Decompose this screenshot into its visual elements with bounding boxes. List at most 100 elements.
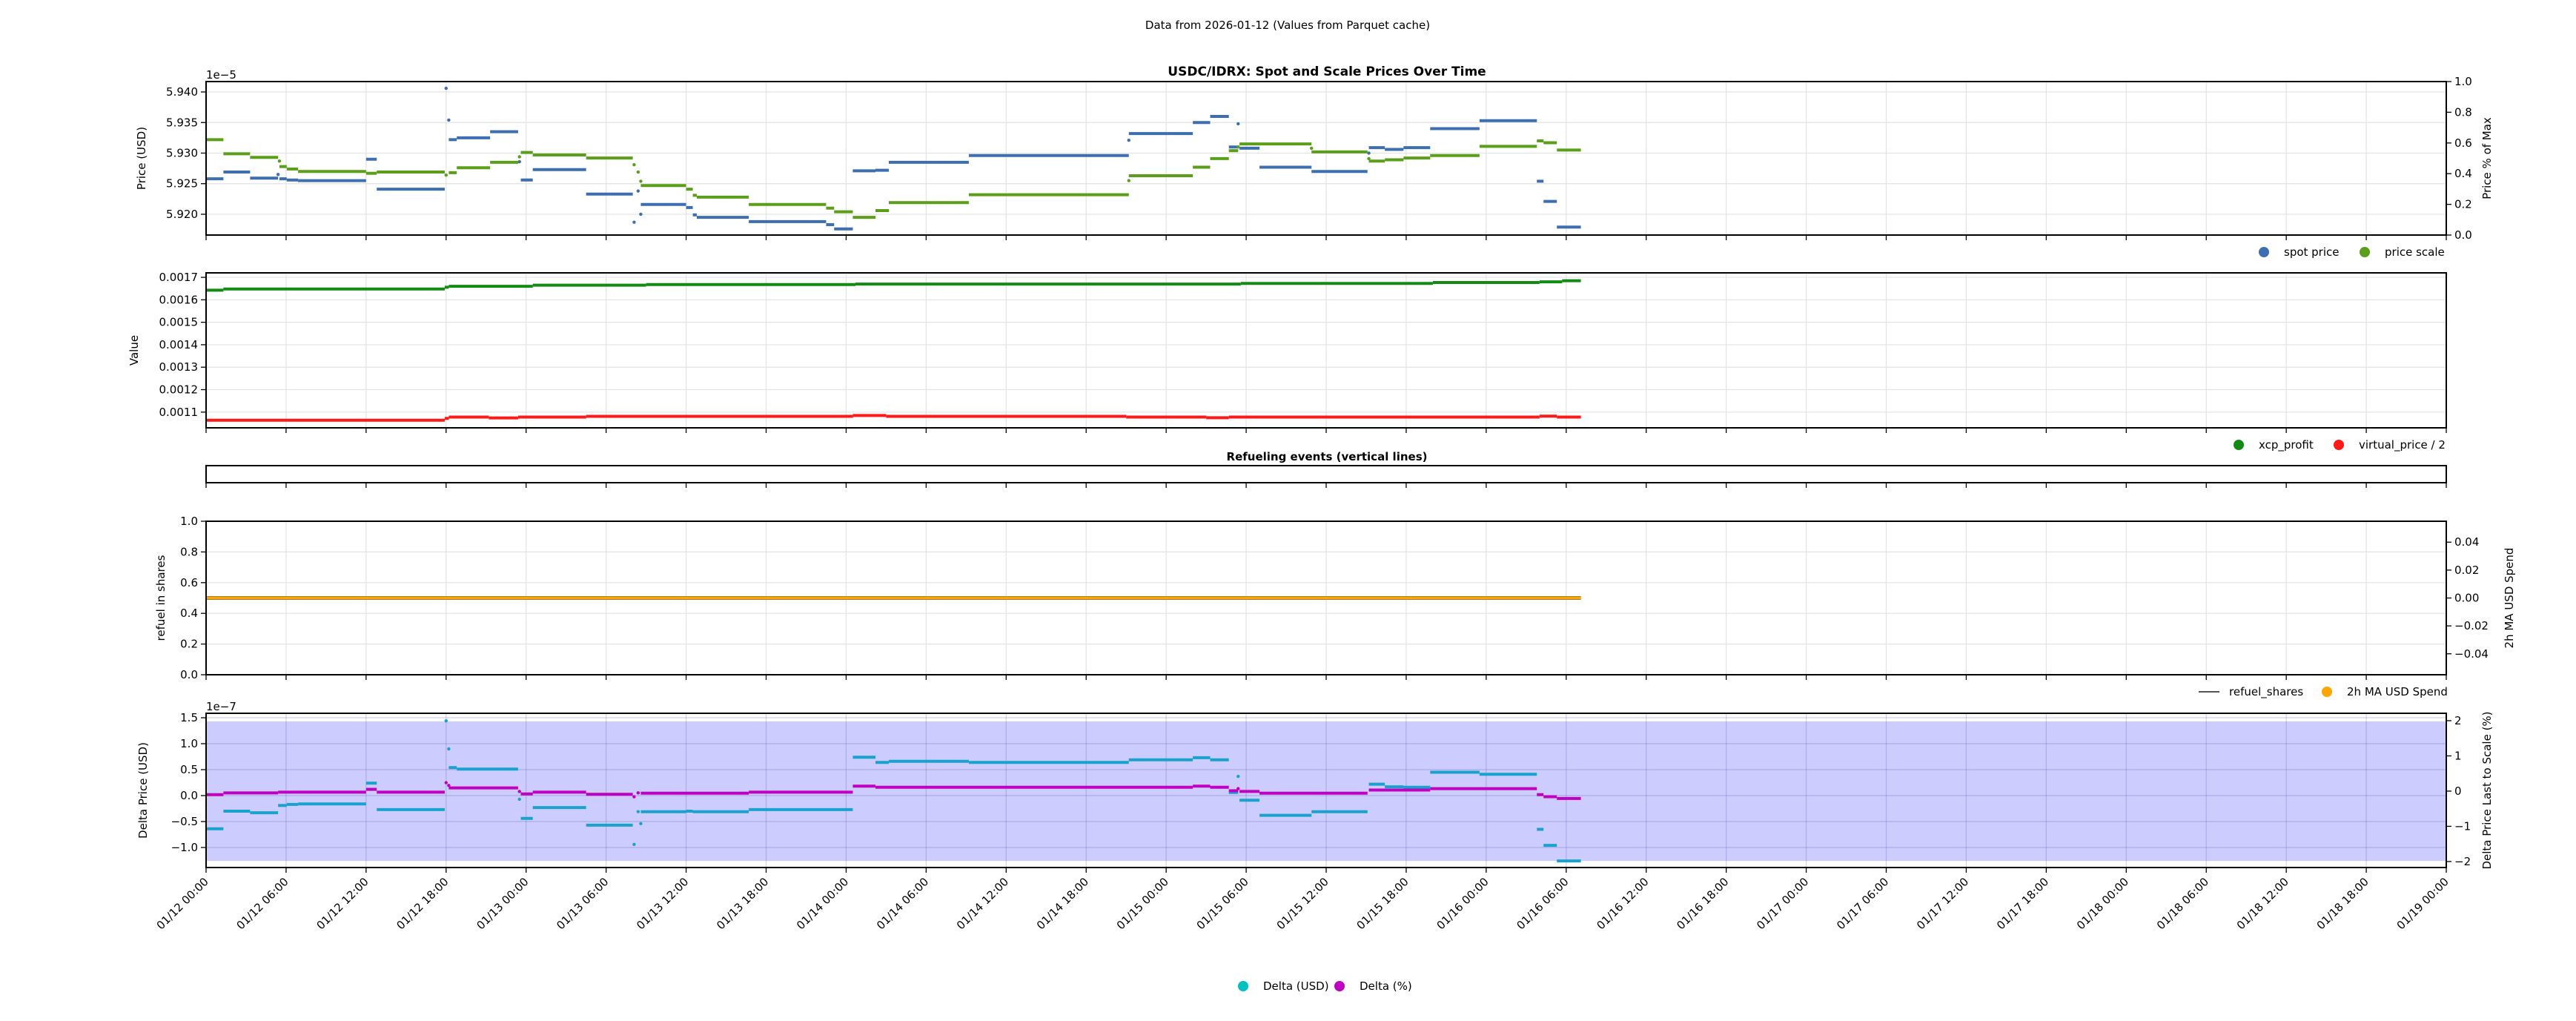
legend-marker-icon	[1334, 981, 1345, 991]
right-y-tick-label: 0.2	[2454, 198, 2472, 211]
y-tick-label: −0.5	[171, 815, 198, 828]
legend-marker-icon	[2259, 247, 2269, 257]
x-tick-label: 01/12 00:00	[154, 875, 211, 932]
x-tick-label: 01/17 00:00	[1754, 875, 1811, 932]
data-point	[444, 719, 448, 723]
axes-frame	[205, 81, 2447, 236]
y-axis-label: refuel in shares	[154, 555, 168, 641]
axis-offset-label: 1e−5	[206, 68, 236, 82]
data-point	[632, 220, 636, 224]
data-point	[1310, 146, 1314, 151]
data-point	[444, 781, 448, 784]
y-axis-label: Price (USD)	[135, 127, 148, 190]
axes-frame	[205, 272, 2447, 429]
legend-label: price scale	[2385, 245, 2445, 259]
y-tick-label: 0.0014	[159, 338, 199, 351]
legend-label: 2h MA USD Spend	[2347, 685, 2448, 698]
plot-area: 5.920 5.925 5.930 5.935 5.940 0.0 0.2 0.4 0.6 0.8…	[128, 68, 2516, 993]
y-tick-label: 1.5	[180, 711, 198, 724]
data-point	[444, 173, 448, 177]
right-y-tick-label: 0.04	[2454, 535, 2479, 549]
data-point	[1236, 774, 1240, 779]
series-spot-price	[206, 86, 1581, 231]
data-point	[276, 173, 280, 176]
y-tick-label: 0.0015	[159, 316, 199, 329]
legend-item: spot price	[2259, 245, 2340, 259]
data-point	[1367, 151, 1371, 155]
series-delta-	[206, 781, 1581, 800]
x-tick-label: 01/13 18:00	[714, 875, 771, 932]
x-tick-label: 01/12 18:00	[394, 875, 451, 932]
x-tick-label: 01/19 00:00	[2394, 875, 2451, 932]
legend-label: spot price	[2284, 245, 2340, 259]
x-tick-label: 01/18 18:00	[2314, 875, 2371, 932]
legend-marker-icon	[1238, 981, 1248, 991]
axes-frame	[205, 713, 2447, 868]
data-point	[632, 795, 636, 799]
right-y-tick-label: −2	[2454, 855, 2471, 868]
x-tick-label: 01/13 06:00	[554, 875, 611, 932]
legend-marker-icon	[2360, 247, 2370, 257]
y-tick-label: 5.940	[166, 85, 198, 99]
x-tick-label: 01/12 12:00	[314, 875, 371, 932]
data-point	[517, 790, 521, 793]
x-tick-label: 01/15 00:00	[1114, 875, 1171, 932]
right-y-tick-label: −0.02	[2454, 619, 2489, 632]
data-point	[1236, 122, 1240, 126]
axes-frame	[205, 465, 2447, 483]
legend-item: xcp_profit	[2234, 438, 2314, 452]
x-tick-label: 01/16 00:00	[1434, 875, 1491, 932]
data-point	[277, 159, 282, 163]
legend-item: virtual_price / 2	[2334, 438, 2446, 452]
panel-5: −1.0 −0.5 0.0 0.5 1.0 1.5 −2 −1 0 1 2 Delta Price L…	[136, 700, 2494, 993]
y-tick-label: 5.930	[166, 146, 198, 159]
y-tick-label: 1.0	[180, 737, 198, 750]
chart-title: USDC/IDRX: Spot and Scale Prices Over Ti…	[1168, 65, 1486, 79]
legend-label: xcp_profit	[2259, 438, 2314, 452]
x-tick-label: 01/16 18:00	[1674, 875, 1731, 932]
data-point	[1127, 179, 1130, 182]
legend-marker-icon	[2334, 440, 2344, 450]
data-point	[636, 810, 640, 813]
legend-item: refuel_shares	[2199, 685, 2303, 699]
right-y-tick-label: −1	[2454, 819, 2471, 833]
x-tick-label: 01/18 12:00	[2234, 875, 2291, 932]
legend-label: Delta (%)	[1360, 979, 1412, 993]
y-axis-label: Value	[128, 335, 141, 366]
y-tick-label: 0.0017	[159, 271, 199, 284]
series-delta-usd-	[206, 719, 1581, 863]
y-tick-label: 0.0012	[159, 383, 199, 397]
data-point	[1236, 145, 1240, 149]
right-y-tick-label: 0.0	[2454, 228, 2472, 242]
data-point	[1236, 787, 1240, 790]
y-tick-label: 0.8	[180, 545, 198, 558]
x-tick-label: 01/14 00:00	[794, 875, 851, 932]
y-tick-label: 5.920	[166, 208, 198, 221]
x-tick-label: 01/17 18:00	[1994, 875, 2051, 932]
series-price-scale	[206, 138, 1581, 219]
panel-3	[205, 465, 2447, 488]
data-point	[1367, 156, 1371, 161]
x-tick-label: 01/14 06:00	[874, 875, 931, 932]
x-tick-label: 01/16 06:00	[1514, 875, 1571, 932]
panel-2: 0.0011 0.0012 0.0013 0.0014 0.0015 0.0016 0.00…	[128, 271, 2447, 452]
x-tick-label: 01/18 06:00	[2154, 875, 2211, 932]
legend-item: price scale	[2360, 245, 2445, 259]
panel-1: 5.920 5.925 5.930 5.935 5.940 0.0 0.2 0.4 0.6 0.8…	[135, 68, 2494, 259]
x-tick-label: 01/13 00:00	[474, 875, 531, 932]
right-y-axis-label: Delta Price Last to Scale (%)	[2480, 711, 2494, 869]
refuel-panel-title: Refueling events (vertical lines)	[1227, 450, 1428, 463]
legend-label: Delta (USD)	[1263, 979, 1329, 993]
right-y-tick-label: 1.0	[2454, 75, 2472, 88]
y-tick-label: 0.6	[180, 576, 198, 589]
right-y-tick-label: 1	[2454, 749, 2462, 762]
x-tick-label: 01/17 12:00	[1914, 875, 1971, 932]
y-tick-label: 0.0016	[159, 293, 199, 306]
legend-label: refuel_shares	[2229, 685, 2303, 699]
y-tick-label: 0.4	[180, 607, 198, 620]
legend-label: virtual_price / 2	[2359, 438, 2446, 452]
y-axis-label: Delta Price (USD)	[136, 742, 150, 839]
data-point	[639, 822, 643, 825]
legend-item: Delta (%)	[1334, 979, 1412, 993]
data-point	[639, 212, 643, 217]
